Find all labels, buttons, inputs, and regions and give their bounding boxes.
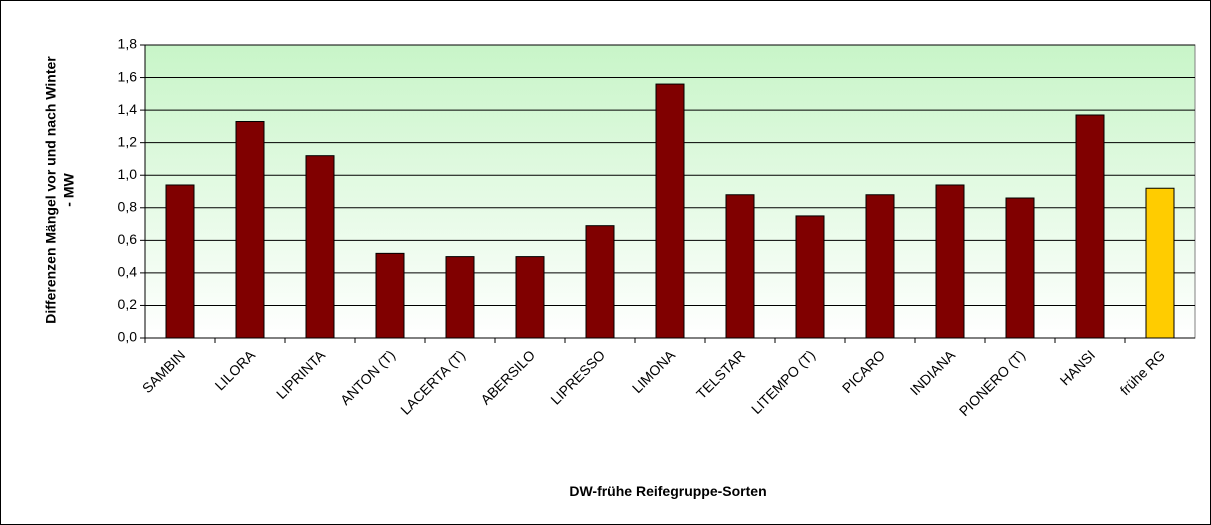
y-tick-label: 1,4: [118, 101, 138, 117]
bar: [165, 184, 195, 339]
bar: [725, 194, 755, 339]
bar: [935, 184, 965, 339]
bar: [305, 155, 335, 339]
bar: [1075, 114, 1105, 339]
y-tick-label: 0,2: [118, 296, 138, 312]
y-tick-label: 0,0: [118, 329, 138, 345]
y-axis-label: Differenzen Mängel vor und nach Winter: [43, 56, 59, 324]
y-tick-label: 0,8: [118, 198, 138, 214]
y-tick-label: 1,0: [118, 166, 138, 182]
bar: [1145, 187, 1175, 339]
y-tick-label: 0,4: [118, 264, 138, 280]
y-tick-label: 1,6: [118, 68, 138, 84]
bar: [1005, 197, 1035, 339]
y-tick-label: 0,6: [118, 231, 138, 247]
bar: [235, 121, 265, 339]
y-tick-label: 1,2: [118, 133, 138, 149]
y-tick-label: 1,8: [118, 36, 138, 52]
bar: [795, 215, 825, 339]
bar: [865, 194, 895, 339]
bar: [585, 225, 615, 339]
y-axis-label: - MW: [61, 173, 77, 207]
bar: [655, 83, 685, 339]
x-axis-label: DW-frühe Reifegruppe-Sorten: [569, 483, 766, 499]
bar: [445, 256, 475, 339]
bar: [515, 256, 545, 339]
bar: [375, 252, 405, 339]
